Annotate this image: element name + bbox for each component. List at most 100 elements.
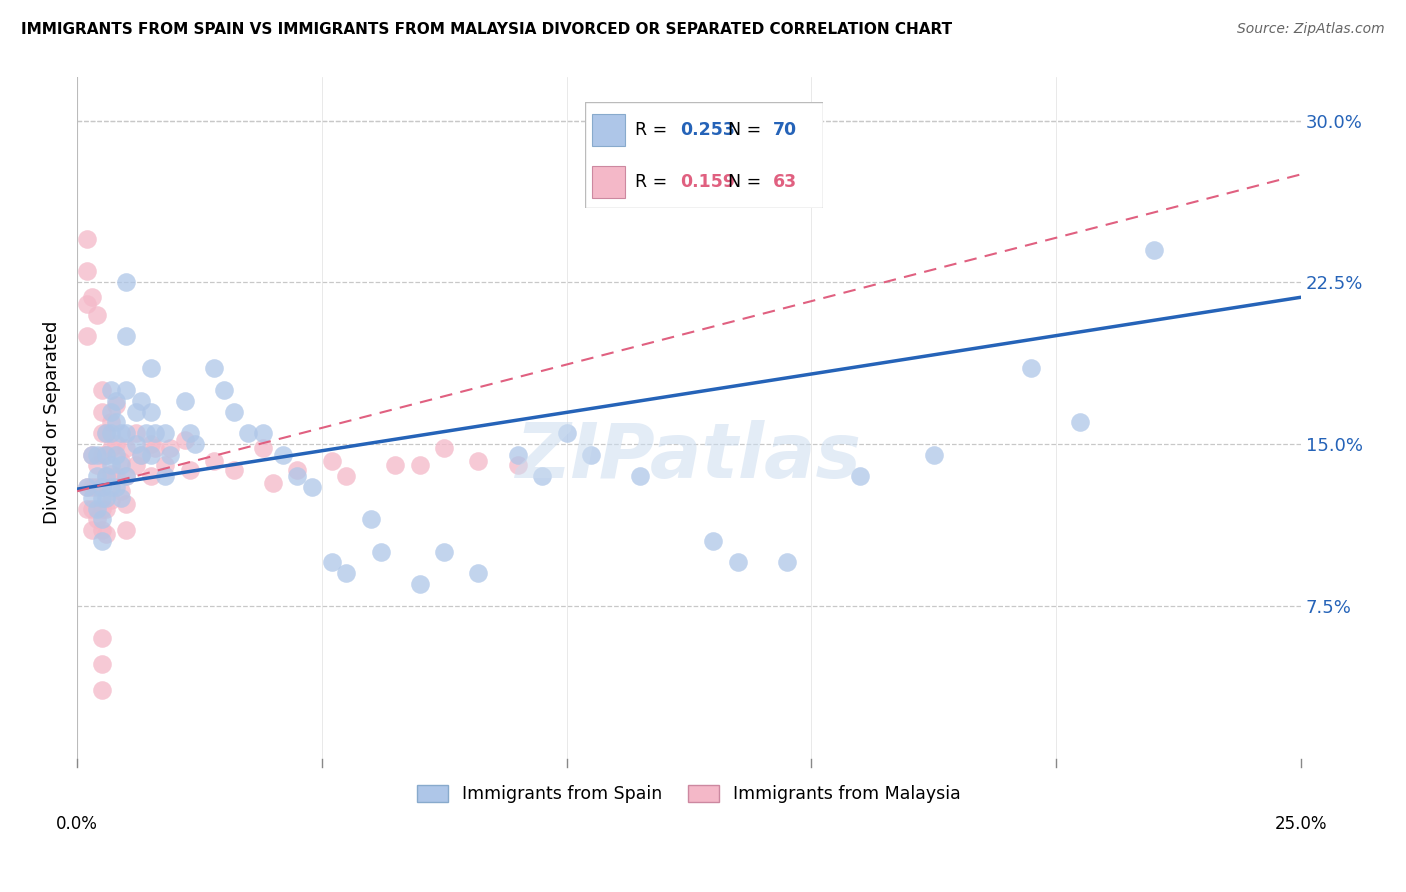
Point xyxy=(1021,361,1043,376)
Point xyxy=(100,441,122,455)
Point xyxy=(433,544,456,558)
Point xyxy=(96,469,118,483)
Point xyxy=(252,426,274,441)
Point xyxy=(96,426,118,441)
Point xyxy=(159,441,181,455)
Point xyxy=(96,501,118,516)
Point xyxy=(86,469,108,483)
Point xyxy=(115,275,138,289)
Point xyxy=(159,448,181,462)
Point xyxy=(1069,415,1091,429)
Point xyxy=(76,480,98,494)
Point xyxy=(86,512,108,526)
Point xyxy=(100,458,122,473)
Point xyxy=(76,297,98,311)
Point xyxy=(153,469,176,483)
Point xyxy=(125,437,148,451)
Point xyxy=(433,441,456,455)
Point xyxy=(110,454,132,468)
Point xyxy=(100,415,122,429)
Point xyxy=(145,426,167,441)
Point xyxy=(849,469,872,483)
Point xyxy=(90,426,112,441)
Point xyxy=(115,469,138,483)
Point xyxy=(90,404,112,418)
Point xyxy=(90,682,112,697)
Point xyxy=(115,497,138,511)
Point xyxy=(506,448,529,462)
Point xyxy=(179,463,201,477)
Point xyxy=(467,454,489,468)
Y-axis label: Divorced or Separated: Divorced or Separated xyxy=(44,320,60,524)
Point xyxy=(80,448,103,462)
Point xyxy=(80,290,103,304)
Point xyxy=(100,404,122,418)
Point xyxy=(80,491,103,505)
Point xyxy=(467,566,489,581)
Point xyxy=(76,264,98,278)
Point xyxy=(110,458,132,473)
Point xyxy=(90,523,112,537)
Point xyxy=(922,448,945,462)
Point xyxy=(96,448,118,462)
Point xyxy=(96,448,118,462)
Point xyxy=(76,501,98,516)
Point xyxy=(285,463,308,477)
Point xyxy=(776,556,799,570)
Point xyxy=(125,426,148,441)
Point xyxy=(360,512,382,526)
Point xyxy=(86,458,108,473)
Point xyxy=(86,308,108,322)
Point xyxy=(115,523,138,537)
Point xyxy=(90,657,112,671)
Point xyxy=(110,491,132,505)
Point xyxy=(129,448,152,462)
Point xyxy=(139,469,162,483)
Point xyxy=(153,458,176,473)
Point xyxy=(531,469,554,483)
Point xyxy=(135,426,157,441)
Point xyxy=(105,480,128,494)
Point xyxy=(301,480,323,494)
Point xyxy=(321,454,343,468)
Point xyxy=(86,480,108,494)
Point xyxy=(105,415,128,429)
Point xyxy=(579,448,602,462)
Point xyxy=(173,433,195,447)
Point xyxy=(80,448,103,462)
Point xyxy=(100,492,122,507)
Text: 0.0%: 0.0% xyxy=(56,814,98,832)
Point xyxy=(90,501,112,516)
Point xyxy=(139,361,162,376)
Point xyxy=(90,448,112,462)
Point xyxy=(80,523,103,537)
Point xyxy=(179,426,201,441)
Point xyxy=(96,527,118,541)
Point xyxy=(86,501,108,516)
Point xyxy=(222,404,245,418)
Point xyxy=(86,448,108,462)
Point xyxy=(105,393,128,408)
Point xyxy=(90,480,112,494)
Point xyxy=(105,469,128,483)
Point xyxy=(285,469,308,483)
Point xyxy=(125,404,148,418)
Point xyxy=(110,426,132,441)
Point xyxy=(628,469,651,483)
Point xyxy=(115,329,138,343)
Point xyxy=(100,383,122,397)
Point xyxy=(335,469,357,483)
Text: ZIPatlas: ZIPatlas xyxy=(516,420,862,494)
Point xyxy=(145,441,167,455)
Point xyxy=(90,491,112,505)
Point xyxy=(139,448,162,462)
Point xyxy=(173,393,195,408)
Point xyxy=(115,441,138,455)
Point xyxy=(139,404,162,418)
Point xyxy=(90,512,112,526)
Point xyxy=(76,329,98,343)
Point xyxy=(506,458,529,473)
Point xyxy=(90,533,112,548)
Point xyxy=(202,454,225,468)
Point xyxy=(262,475,284,490)
